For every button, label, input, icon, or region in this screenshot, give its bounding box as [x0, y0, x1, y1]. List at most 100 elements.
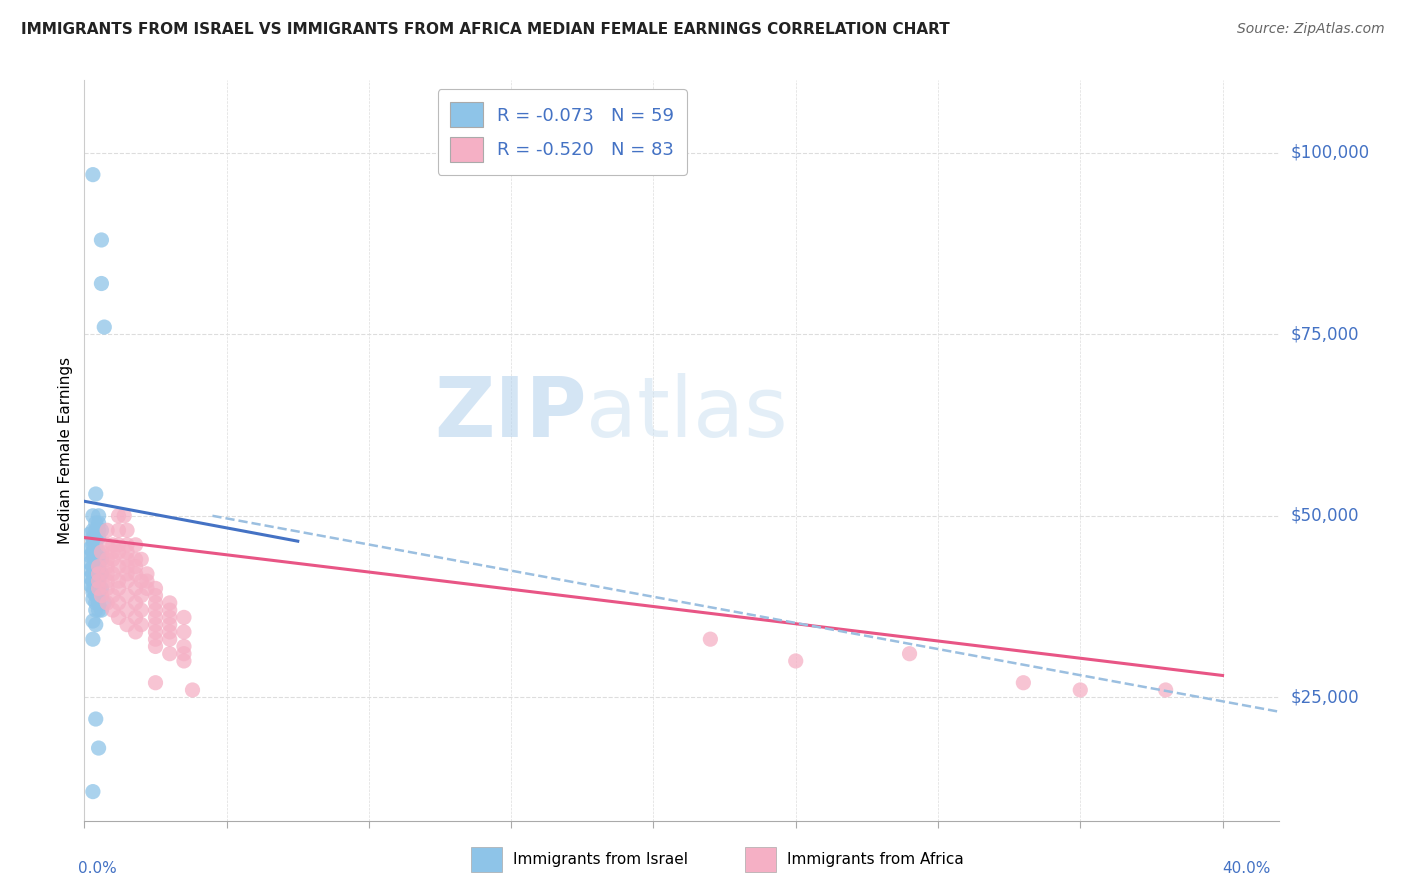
Point: [1069, 683, 1091, 698]
Point: [79, 527, 101, 541]
Point: [84, 582, 107, 596]
Point: [90, 582, 112, 596]
Point: [87, 596, 110, 610]
Point: [1012, 675, 1035, 690]
Point: [82, 574, 104, 588]
Point: [173, 624, 195, 639]
Point: [159, 596, 181, 610]
Point: [173, 610, 195, 624]
Point: [90, 524, 112, 538]
Point: [84, 559, 107, 574]
Point: [136, 566, 159, 581]
Point: [173, 640, 195, 654]
Point: [90, 233, 112, 247]
Point: [82, 559, 104, 574]
Point: [79, 556, 101, 570]
Point: [124, 596, 146, 610]
Point: [82, 524, 104, 538]
Point: [96, 538, 118, 552]
Point: [124, 624, 146, 639]
Point: [136, 582, 159, 596]
Point: [87, 524, 110, 538]
Point: [87, 582, 110, 596]
Point: [107, 545, 129, 559]
Point: [107, 538, 129, 552]
Point: [82, 534, 104, 549]
Point: [87, 566, 110, 581]
Y-axis label: Median Female Earnings: Median Female Earnings: [58, 357, 73, 544]
Point: [90, 552, 112, 566]
Point: [87, 545, 110, 559]
Point: [181, 683, 204, 698]
Point: [145, 632, 167, 647]
Point: [159, 617, 181, 632]
Point: [159, 624, 181, 639]
Point: [699, 632, 721, 647]
Point: [87, 566, 110, 581]
Point: [87, 574, 110, 588]
Point: [96, 559, 118, 574]
Point: [79, 563, 101, 577]
Point: [145, 610, 167, 624]
Point: [79, 570, 101, 584]
Point: [84, 589, 107, 603]
Point: [82, 614, 104, 628]
Point: [84, 574, 107, 588]
Point: [84, 516, 107, 530]
Point: [107, 582, 129, 596]
Point: [96, 524, 118, 538]
Point: [115, 617, 138, 632]
Point: [145, 603, 167, 617]
Point: [79, 541, 101, 556]
Point: [145, 640, 167, 654]
Point: [115, 524, 138, 538]
Point: [159, 647, 181, 661]
Point: [87, 589, 110, 603]
Point: [145, 617, 167, 632]
Point: [82, 531, 104, 545]
Point: [145, 675, 167, 690]
Point: [90, 277, 112, 291]
Point: [90, 545, 112, 559]
Point: [101, 545, 124, 559]
Point: [159, 632, 181, 647]
Point: [124, 538, 146, 552]
Text: IMMIGRANTS FROM ISRAEL VS IMMIGRANTS FROM AFRICA MEDIAN FEMALE EARNINGS CORRELAT: IMMIGRANTS FROM ISRAEL VS IMMIGRANTS FRO…: [21, 22, 950, 37]
Point: [115, 589, 138, 603]
Point: [173, 647, 195, 661]
Point: [82, 632, 104, 647]
Point: [96, 582, 118, 596]
Point: [84, 596, 107, 610]
Point: [84, 712, 107, 726]
Point: [96, 574, 118, 588]
Point: [115, 603, 138, 617]
Point: [84, 617, 107, 632]
Point: [84, 545, 107, 559]
Point: [107, 610, 129, 624]
Point: [145, 589, 167, 603]
Point: [124, 566, 146, 581]
Point: [79, 549, 101, 563]
Text: $25,000: $25,000: [1291, 689, 1360, 706]
Point: [101, 589, 124, 603]
Text: $75,000: $75,000: [1291, 326, 1360, 343]
Point: [101, 538, 124, 552]
Point: [107, 508, 129, 523]
Point: [136, 574, 159, 588]
Point: [129, 617, 152, 632]
Point: [898, 647, 921, 661]
Point: [173, 654, 195, 668]
Text: ZIP: ZIP: [434, 373, 586, 454]
Point: [115, 545, 138, 559]
Point: [82, 549, 104, 563]
Point: [84, 487, 107, 501]
Point: [107, 559, 129, 574]
Point: [101, 566, 124, 581]
Point: [82, 545, 104, 559]
Point: [107, 524, 129, 538]
Point: [82, 582, 104, 596]
Point: [93, 320, 115, 334]
Point: [107, 574, 129, 588]
Text: atlas: atlas: [586, 373, 787, 454]
Point: [145, 596, 167, 610]
